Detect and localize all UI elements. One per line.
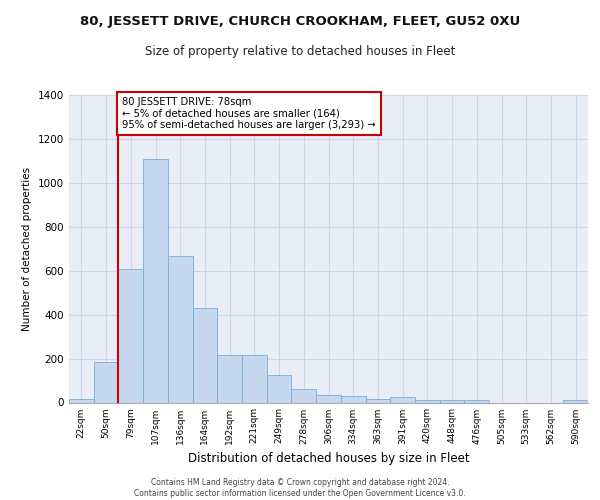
Bar bbox=[440, 400, 464, 402]
Text: Contains HM Land Registry data © Crown copyright and database right 2024.
Contai: Contains HM Land Registry data © Crown c… bbox=[134, 478, 466, 498]
Bar bbox=[415, 400, 440, 402]
Bar bbox=[217, 356, 242, 403]
Bar bbox=[168, 256, 193, 402]
Bar bbox=[464, 400, 489, 402]
Bar bbox=[94, 362, 118, 403]
Bar bbox=[193, 308, 217, 402]
Bar bbox=[118, 268, 143, 402]
Bar bbox=[365, 399, 390, 402]
Bar bbox=[69, 399, 94, 402]
Bar bbox=[292, 390, 316, 402]
Text: 80, JESSETT DRIVE, CHURCH CROOKHAM, FLEET, GU52 0XU: 80, JESSETT DRIVE, CHURCH CROOKHAM, FLEE… bbox=[80, 15, 520, 28]
Bar bbox=[143, 158, 168, 402]
Y-axis label: Number of detached properties: Number of detached properties bbox=[22, 166, 32, 331]
Bar bbox=[390, 397, 415, 402]
Text: Size of property relative to detached houses in Fleet: Size of property relative to detached ho… bbox=[145, 45, 455, 58]
X-axis label: Distribution of detached houses by size in Fleet: Distribution of detached houses by size … bbox=[188, 452, 469, 465]
Text: 80 JESSETT DRIVE: 78sqm
← 5% of detached houses are smaller (164)
95% of semi-de: 80 JESSETT DRIVE: 78sqm ← 5% of detached… bbox=[122, 97, 376, 130]
Bar bbox=[316, 395, 341, 402]
Bar bbox=[267, 375, 292, 402]
Bar bbox=[563, 400, 588, 402]
Bar bbox=[242, 356, 267, 403]
Bar bbox=[341, 396, 365, 402]
